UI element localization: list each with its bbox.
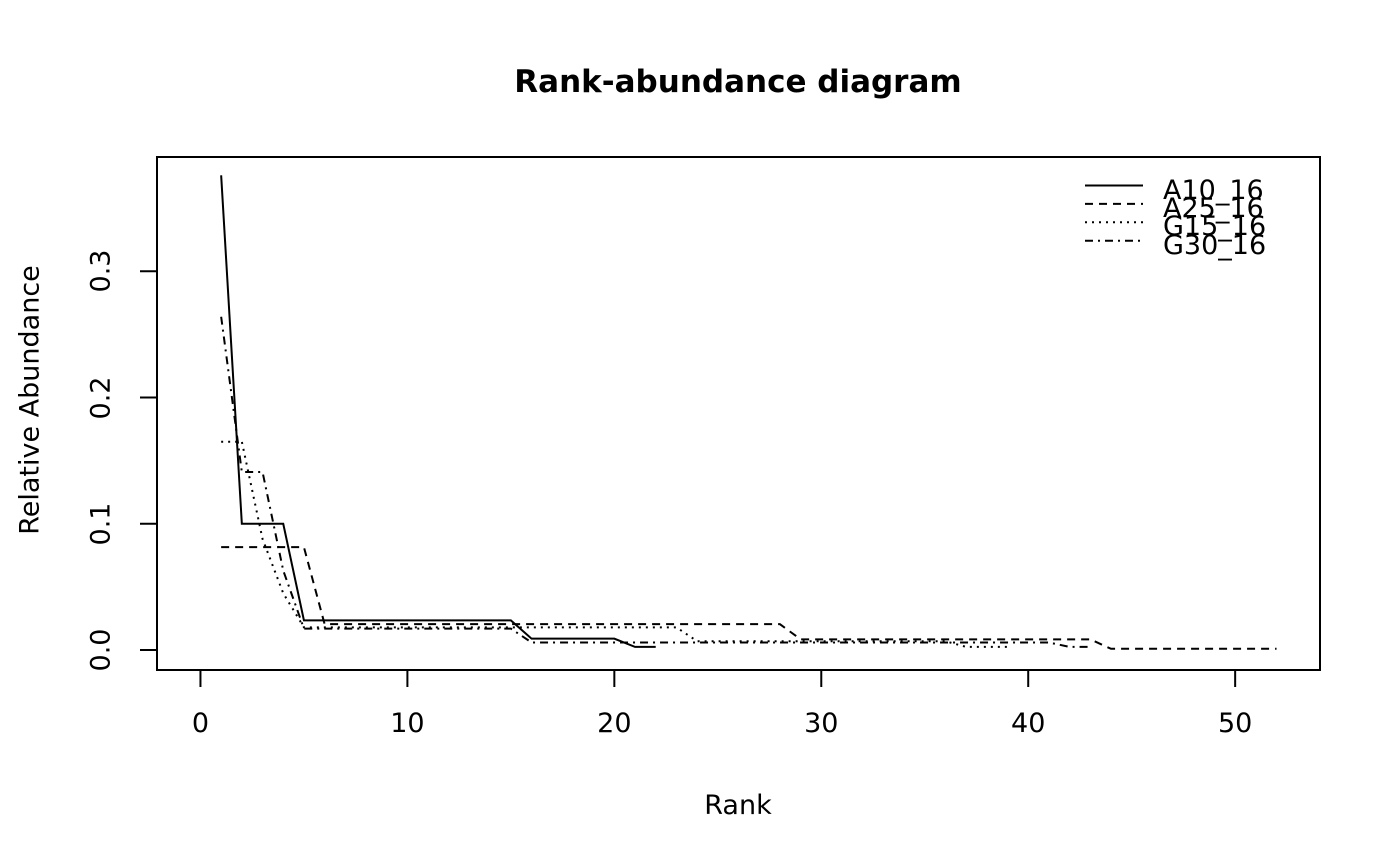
legend-label-A25_16: A25_16 xyxy=(1163,192,1264,224)
series-line-A10_16 xyxy=(220,175,656,648)
x-tick-label: 50 xyxy=(1217,708,1253,739)
y-tick-label: 0.2 xyxy=(85,376,117,419)
legend-label-A10_16: A10_16 xyxy=(1163,174,1264,206)
x-axis-label: Rank xyxy=(704,790,772,821)
x-tick-label: 40 xyxy=(1011,708,1046,739)
series-line-G30_16 xyxy=(220,316,1091,648)
legend-label-G30_16: G30_16 xyxy=(1163,229,1267,261)
x-tick-label: 20 xyxy=(597,708,632,739)
legend-label-G15_16: G15_16 xyxy=(1163,211,1267,243)
series-line-A25_16 xyxy=(221,546,1277,650)
x-tick-label: 30 xyxy=(804,708,839,739)
y-axis-label: Relative Abundance xyxy=(14,265,46,535)
y-tick-label: 0.3 xyxy=(85,249,117,293)
chart-title: Rank-abundance diagram xyxy=(514,64,962,100)
y-tick-label: 0.1 xyxy=(85,502,117,546)
series-line-G15_16 xyxy=(221,440,1008,648)
y-tick-label: 0.0 xyxy=(85,628,117,672)
x-tick-label: 0 xyxy=(191,708,210,739)
x-tick-label: 10 xyxy=(390,708,425,739)
plot-frame xyxy=(156,156,1321,671)
